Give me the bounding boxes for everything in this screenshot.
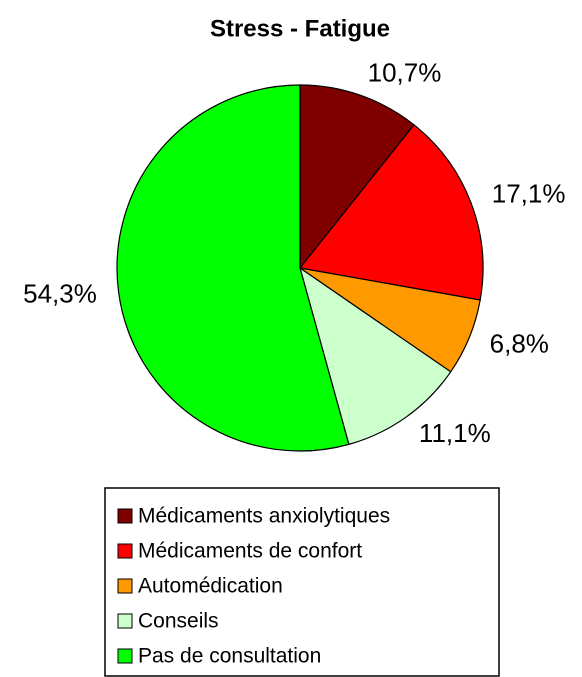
data-label: 10,7% (368, 57, 442, 87)
legend-swatch (117, 543, 133, 559)
legend-label: Médicaments anxiolytiques (138, 505, 390, 528)
chart-title: Stress - Fatigue (210, 15, 390, 42)
pie-slice (298, 123, 484, 301)
legend-swatch (117, 578, 133, 594)
pie-slice (116, 84, 350, 452)
legend-label: Médicaments de confort (138, 540, 362, 563)
pie-slice (299, 84, 415, 270)
legend-swatch (117, 508, 133, 524)
data-label: 17,1% (492, 178, 566, 208)
pie-slice (298, 266, 452, 446)
legend-label: Pas de consultation (138, 645, 321, 668)
legend-box (104, 487, 500, 677)
legend-label: Conseils (138, 610, 219, 633)
data-label: 11,1% (419, 418, 491, 448)
data-label: 6,8% (490, 329, 549, 359)
legend-swatch (117, 613, 133, 629)
legend-label: Automédication (138, 575, 283, 598)
legend-swatch (117, 648, 133, 664)
data-label: 54,3% (23, 278, 97, 308)
